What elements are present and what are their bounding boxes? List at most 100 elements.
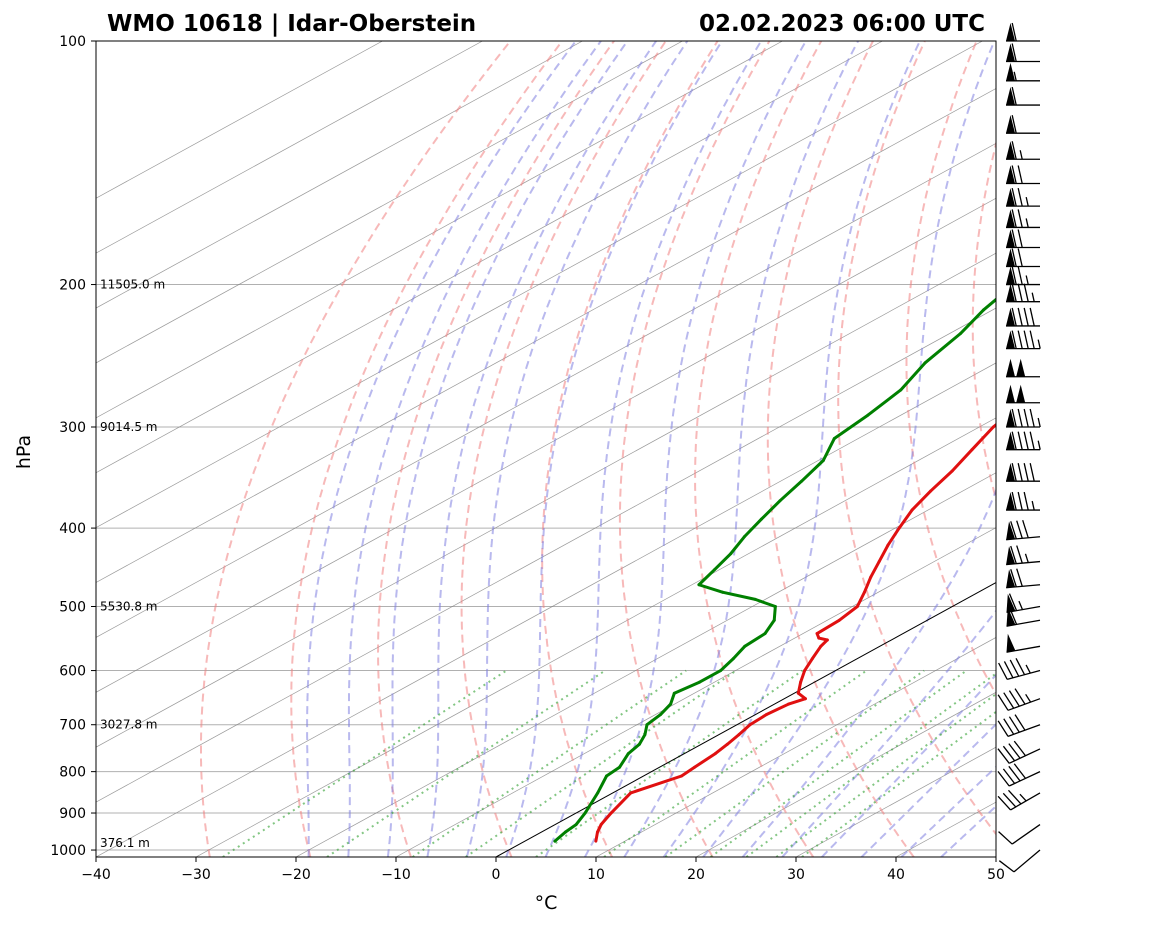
dry-adiabat-line — [618, 41, 771, 857]
dewpoint-profile-segment — [899, 361, 927, 392]
wind-barb-flag — [1011, 431, 1017, 450]
temperature-profile-segment — [787, 697, 807, 706]
temperature-profile-segment — [1114, 285, 1130, 294]
zero-isotherm-line — [495, 581, 996, 857]
moist-adiabat-line — [505, 41, 723, 857]
mixing-ratio-line — [664, 669, 925, 857]
isotherm-line — [96, 41, 483, 254]
wind-barb-flag — [1029, 431, 1035, 450]
wind-barb-pennant — [1006, 569, 1016, 588]
wind-barb-pennant — [1006, 358, 1015, 377]
wind-barb — [997, 789, 1041, 811]
wind-barb-pennant — [1006, 307, 1015, 326]
wind-barb-half-flag — [1031, 292, 1035, 302]
wind-barb-flag — [1016, 520, 1023, 539]
pressure-gridlines — [96, 41, 996, 851]
dewpoint-profile-segment — [643, 723, 649, 737]
moist-adiabat-line — [465, 41, 689, 857]
moist-adiabat-line — [347, 41, 602, 857]
wind-barb-flag — [1011, 115, 1017, 134]
temperature-profile-segment — [910, 489, 933, 512]
chart-title-datetime: 02.02.2023 06:00 UTC — [699, 11, 985, 37]
x-tick-label: −40 — [81, 867, 111, 883]
dewpoint-profile-segment — [564, 823, 578, 834]
wind-barb — [1006, 22, 1040, 42]
wind-barb-flag — [1011, 229, 1017, 248]
wind-barb — [1006, 431, 1041, 451]
wind-barb-pennant — [1016, 384, 1026, 403]
moist-adiabat-line — [821, 673, 996, 857]
wind-barb-staff — [1007, 724, 1041, 737]
wind-barb-half-flag — [1025, 218, 1029, 228]
wind-barb-flag — [1011, 209, 1017, 228]
wind-barb — [1006, 408, 1041, 428]
wind-barb-flag — [1011, 463, 1017, 482]
y-tick-label: 300 — [59, 420, 86, 436]
wind-barb-flag — [1008, 593, 1018, 611]
wind-barb-flag — [1014, 714, 1026, 731]
wind-barb-staff — [1013, 849, 1041, 873]
wind-barb-flag — [997, 748, 1010, 764]
dewpoint-profile-segment — [697, 567, 717, 587]
wind-barb-flag — [1008, 765, 1021, 782]
y-tick-label: 400 — [59, 521, 86, 537]
wind-barb-flag — [998, 860, 1015, 873]
wind-barb — [1006, 229, 1040, 249]
dewpoint-profile-segment — [672, 680, 702, 695]
dewpoint-profile-segment — [713, 552, 733, 571]
y-tick-label: 200 — [59, 278, 86, 294]
dewpoint-profile-segment — [742, 517, 763, 539]
wind-barb-flag — [1017, 248, 1023, 267]
wind-barb-pennant — [1006, 165, 1015, 184]
wind-barb-flag — [1011, 141, 1017, 160]
x-tick-label: 40 — [887, 867, 905, 883]
temperature-profile-segment — [877, 543, 890, 564]
dewpoint-profile-segment — [698, 669, 723, 684]
wind-barb-flag — [1017, 266, 1023, 285]
wind-barb — [1006, 266, 1040, 286]
wind-barb — [1006, 568, 1041, 589]
wind-barb-flag — [1023, 491, 1029, 511]
x-tick-label: −10 — [381, 867, 411, 883]
wind-barb — [997, 714, 1041, 737]
isotherm-line — [295, 472, 996, 857]
wind-barbs — [997, 22, 1041, 873]
dewpoint-profile-segment — [778, 479, 804, 503]
dewpoint-profile-segment — [596, 774, 609, 795]
wind-barb — [1006, 520, 1041, 541]
wind-barb — [997, 688, 1041, 711]
wind-barb-pennant — [1006, 229, 1015, 248]
wind-barb-pennant — [1006, 633, 1016, 653]
moist-adiabat-line — [386, 41, 629, 857]
wind-barb-flag — [1011, 86, 1017, 106]
wind-barb — [998, 824, 1041, 845]
wind-barb — [1006, 115, 1040, 134]
mixing-ratio-line — [465, 669, 737, 857]
wind-barb-half-flag — [1018, 600, 1024, 610]
wind-barb-pennant — [1006, 330, 1015, 349]
wind-barb-flag — [1013, 763, 1027, 779]
wind-barb-half-flag — [1013, 71, 1017, 81]
dewpoint-profile-segment — [982, 297, 996, 312]
dewpoint-profile-segment — [1030, 248, 1035, 267]
isotherm-line — [96, 41, 683, 364]
background-lines — [96, 41, 996, 857]
wind-barb-flag — [1011, 491, 1017, 511]
dewpoint-profile-segment — [553, 830, 568, 843]
mixing-ratio-line — [710, 669, 968, 857]
wind-barb — [1006, 545, 1041, 566]
wind-barb-flag — [1017, 491, 1023, 511]
wind-barb-pennant — [1006, 209, 1015, 228]
dry-adiabat-line — [290, 41, 564, 857]
dewpoint-profile-segment — [923, 332, 962, 365]
wind-barb-half-flag — [1025, 275, 1029, 285]
temperature-profile-segment — [869, 560, 881, 579]
wind-barb-flag — [1014, 688, 1026, 705]
dewpoint-profile-segment — [1030, 227, 1041, 247]
x-tick-label: 0 — [492, 867, 501, 883]
dewpoint-profile-segment — [1075, 183, 1107, 206]
temperature-profile-segment — [1022, 377, 1046, 403]
dry-adiabat-line — [200, 41, 512, 857]
wind-barb-flag — [1011, 22, 1017, 42]
